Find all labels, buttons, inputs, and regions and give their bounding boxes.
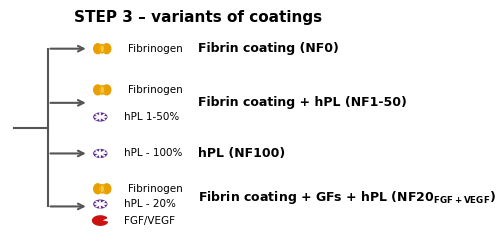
Ellipse shape xyxy=(94,44,102,54)
Ellipse shape xyxy=(100,86,104,94)
Text: hPL (NF100): hPL (NF100) xyxy=(198,147,285,160)
Text: Fibrin coating + GFs + hPL (NF20$_{\mathbf{FGF+VEGF}}$): Fibrin coating + GFs + hPL (NF20$_{\math… xyxy=(198,188,496,206)
Text: Fibrin coating + hPL (NF1-50): Fibrin coating + hPL (NF1-50) xyxy=(198,96,406,109)
Text: hPL - 20%: hPL - 20% xyxy=(124,199,176,209)
Text: Fibrinogen: Fibrinogen xyxy=(128,44,182,54)
Circle shape xyxy=(94,200,106,208)
Text: Fibrinogen: Fibrinogen xyxy=(128,184,182,194)
Circle shape xyxy=(94,150,106,157)
Ellipse shape xyxy=(102,184,111,194)
Text: Fibrinogen: Fibrinogen xyxy=(128,85,182,95)
Ellipse shape xyxy=(102,85,111,95)
Ellipse shape xyxy=(94,184,102,194)
Ellipse shape xyxy=(102,44,111,54)
Wedge shape xyxy=(92,216,108,225)
Text: hPL 1-50%: hPL 1-50% xyxy=(124,112,179,122)
Circle shape xyxy=(94,113,106,121)
Text: STEP 3 – variants of coatings: STEP 3 – variants of coatings xyxy=(74,10,322,25)
Text: FGF/VEGF: FGF/VEGF xyxy=(124,215,174,226)
Text: hPL - 100%: hPL - 100% xyxy=(124,148,182,159)
Ellipse shape xyxy=(100,45,104,53)
Ellipse shape xyxy=(100,185,104,193)
Text: Fibrin coating (NF0): Fibrin coating (NF0) xyxy=(198,42,338,55)
Ellipse shape xyxy=(94,85,102,95)
